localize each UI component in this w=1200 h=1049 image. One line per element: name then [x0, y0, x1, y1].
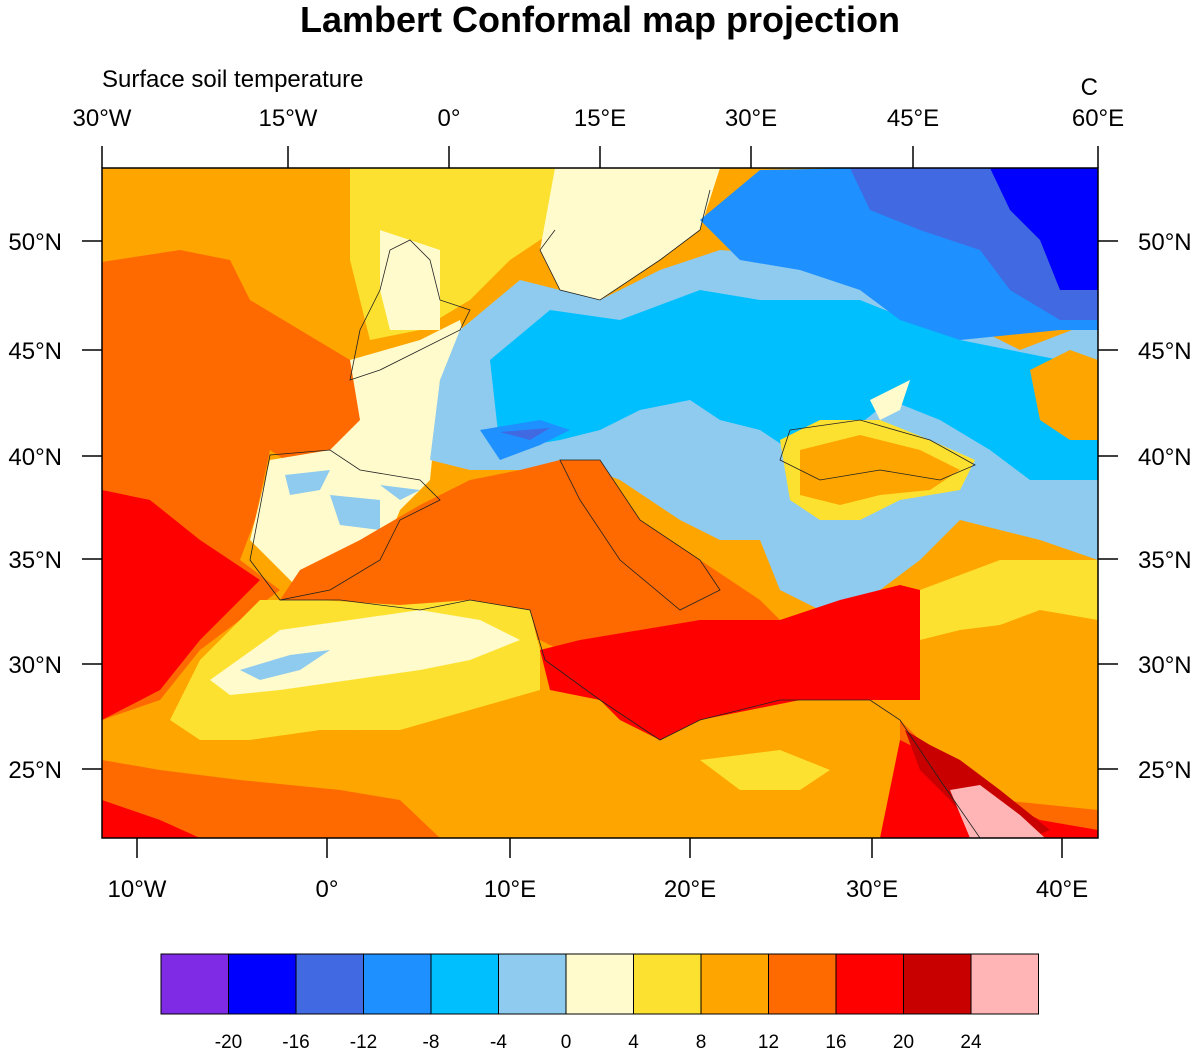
colorbar-labels: -20 -16 -12 -8 -4 0 4 8 12 16 20 24	[215, 1032, 982, 1049]
right-tick-label: 30°N	[1138, 652, 1192, 679]
left-tick-label: 25°N	[8, 757, 62, 784]
top-tick-label: 15°E	[574, 105, 626, 132]
colorbar-box	[633, 953, 702, 1015]
left-tick-label: 30°N	[8, 652, 62, 679]
top-axis	[101, 146, 1099, 168]
colorbar-label: 24	[960, 1032, 982, 1049]
left-tick-labels: 50°N 45°N 40°N 35°N 30°N 25°N	[8, 229, 62, 784]
right-tick-label: 40°N	[1138, 444, 1192, 471]
bottom-tick-labels: 10°W 0° 10°E 20°E 30°E 40°E	[108, 876, 1089, 903]
top-tick-label: 60°E	[1072, 105, 1124, 132]
left-tick-label: 35°N	[8, 547, 62, 574]
left-axis	[82, 240, 102, 770]
colorbar-box	[430, 953, 499, 1015]
colorbar-label: 16	[825, 1032, 846, 1049]
colorbar-box	[565, 953, 634, 1015]
top-tick-label: 0°	[438, 105, 461, 132]
bottom-tick-label: 10°W	[108, 876, 167, 903]
left-tick-label: 40°N	[8, 444, 62, 471]
colorbar-label: -20	[215, 1032, 242, 1049]
colorbar	[160, 953, 1039, 1015]
map-title: Lambert Conformal map projection	[300, 0, 900, 40]
colorbar-box	[498, 953, 567, 1015]
right-tick-labels: 50°N 45°N 40°N 35°N 30°N 25°N	[1138, 229, 1192, 784]
right-tick-label: 35°N	[1138, 547, 1192, 574]
top-tick-label: 15°W	[259, 105, 318, 132]
colorbar-label: 8	[696, 1032, 707, 1049]
colorbar-box	[700, 953, 769, 1015]
colorbar-label: -8	[423, 1032, 440, 1049]
bottom-tick-label: 30°E	[846, 876, 898, 903]
colorbar-box	[363, 953, 432, 1015]
colorbar-label: 4	[628, 1032, 639, 1049]
variable-label: Surface soil temperature	[102, 66, 363, 93]
bottom-tick-label: 20°E	[664, 876, 716, 903]
colorbar-label: 20	[893, 1032, 914, 1049]
colorbar-box	[970, 953, 1039, 1015]
right-tick-label: 25°N	[1138, 757, 1192, 784]
colorbar-label: 12	[758, 1032, 779, 1049]
colorbar-label: -12	[350, 1032, 377, 1049]
top-tick-labels: 30°W 15°W 0° 15°E 30°E 45°E 60°E	[73, 105, 1125, 132]
left-tick-label: 45°N	[8, 338, 62, 365]
temperature-field	[102, 168, 1098, 838]
top-tick-label: 45°E	[887, 105, 939, 132]
colorbar-box	[160, 953, 229, 1015]
bottom-axis	[136, 838, 1063, 858]
coastlines	[249, 189, 981, 838]
right-tick-label: 45°N	[1138, 338, 1192, 365]
colorbar-box	[903, 953, 972, 1015]
colorbar-box	[835, 953, 904, 1015]
colorbar-box	[228, 953, 297, 1015]
bottom-tick-label: 10°E	[484, 876, 536, 903]
top-tick-label: 30°E	[725, 105, 777, 132]
colorbar-label: 0	[561, 1032, 572, 1049]
colorbar-label: -4	[490, 1032, 507, 1049]
units-label: C	[1081, 74, 1098, 101]
colorbar-box	[768, 953, 837, 1015]
bottom-tick-label: 40°E	[1036, 876, 1088, 903]
colorbar-label: -16	[282, 1032, 309, 1049]
bottom-tick-label: 0°	[316, 876, 339, 903]
right-axis	[1098, 240, 1118, 770]
left-tick-label: 50°N	[8, 229, 62, 256]
colorbar-box	[295, 953, 364, 1015]
right-tick-label: 50°N	[1138, 229, 1192, 256]
top-tick-label: 30°W	[73, 105, 132, 132]
